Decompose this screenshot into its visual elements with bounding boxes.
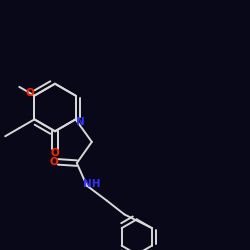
Text: O: O: [25, 88, 34, 98]
Text: NH: NH: [82, 179, 100, 189]
Text: N: N: [76, 117, 85, 127]
Text: O: O: [50, 148, 59, 158]
Text: O: O: [49, 157, 58, 167]
